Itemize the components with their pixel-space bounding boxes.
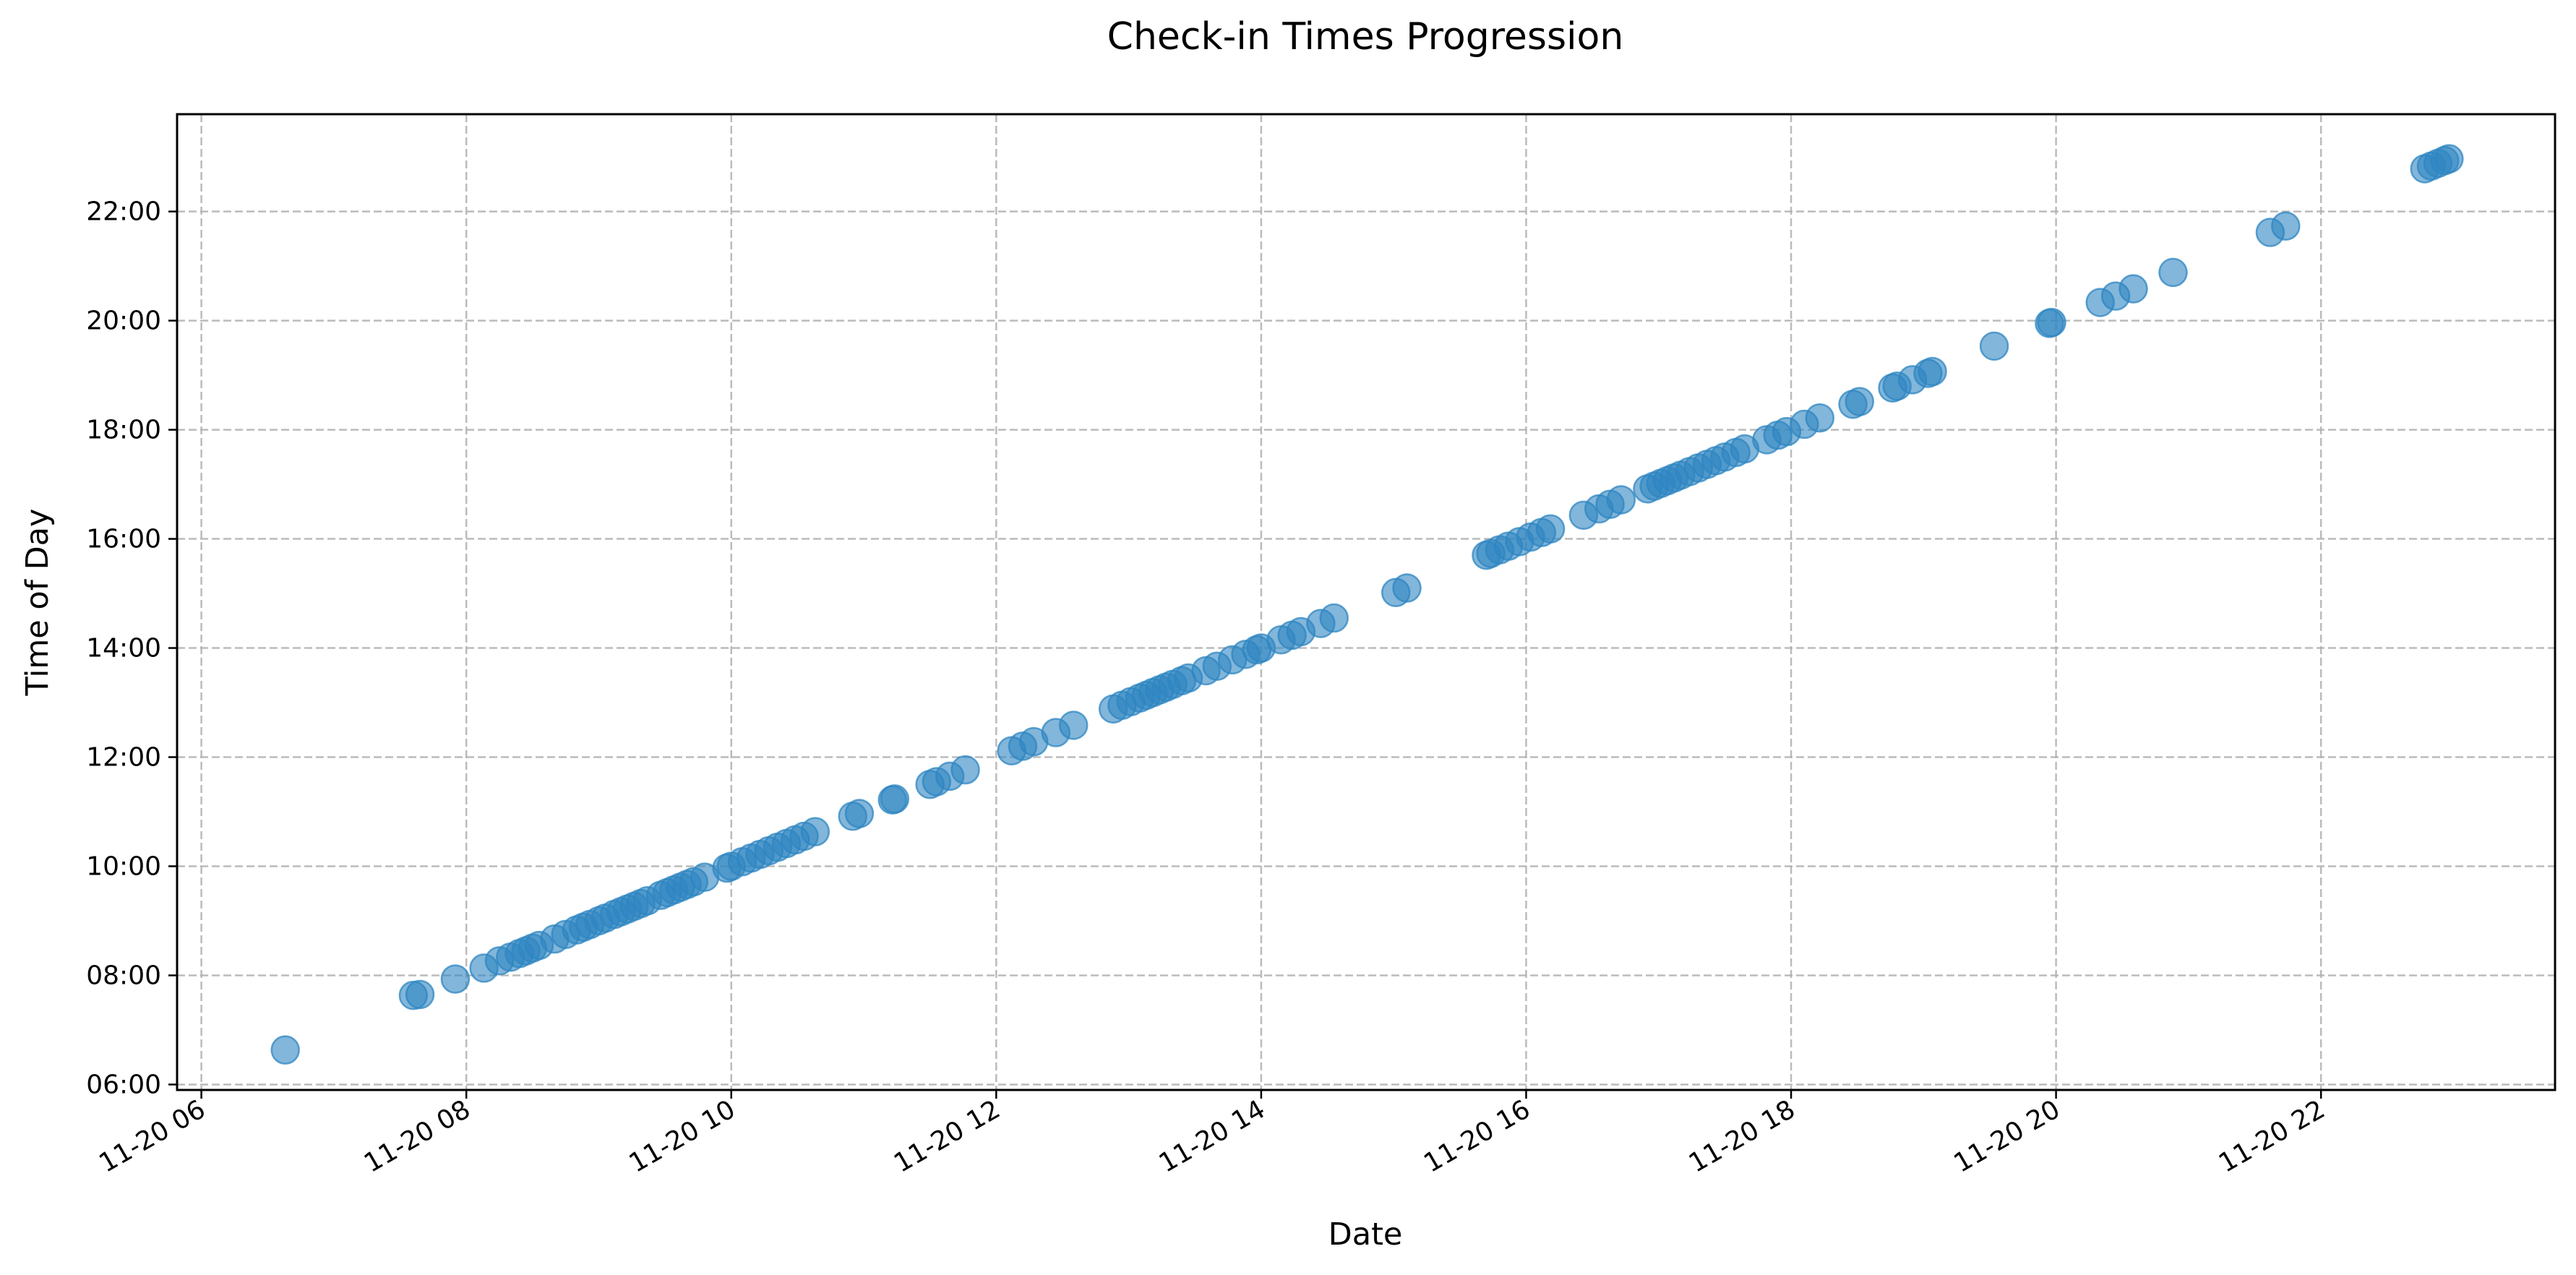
data-point [1918,356,1947,387]
data-point [270,1035,300,1065]
y-tick-label: 22:00 [86,197,161,227]
y-tick-label: 18:00 [86,416,161,445]
data-point [1845,387,1874,416]
y-tick-label: 20:00 [86,306,161,336]
chart-title: Check-in Times Progression [1107,15,1624,59]
data-point [1979,331,2009,361]
data-point [2434,144,2464,173]
y-tick-label: 12:00 [86,743,161,773]
data-point [880,784,910,814]
y-tick-label: 08:00 [86,961,161,990]
y-tick-label: 06:00 [86,1070,161,1099]
data-point [2037,307,2066,338]
data-point [1392,573,1422,603]
y-tick-label: 16:00 [86,525,161,554]
data-point [405,979,435,1010]
data-point [950,755,980,785]
data-point [1606,485,1636,515]
data-point [844,799,875,828]
y-tick-label: 14:00 [86,634,161,664]
y-tick-label: 10:00 [86,851,161,881]
data-point [2158,257,2188,288]
grid-lines [177,114,2555,1090]
y-axis-title: Time of Day [20,509,56,697]
x-axis-title: Date [1328,1216,1403,1253]
data-point [1319,603,1349,633]
data-point [440,964,471,994]
data-point [800,817,830,846]
data-point [1058,711,1089,740]
data-points [270,144,2464,1065]
data-point [1535,514,1566,544]
plot-frame [176,113,2556,1091]
data-point [1805,403,1835,433]
data-point [2271,211,2301,241]
data-point [2118,274,2148,304]
y-axis-ticks: 06:00 08:00 10:00 12:00 14:00 16:00 18:00 20:00… [86,197,177,1099]
